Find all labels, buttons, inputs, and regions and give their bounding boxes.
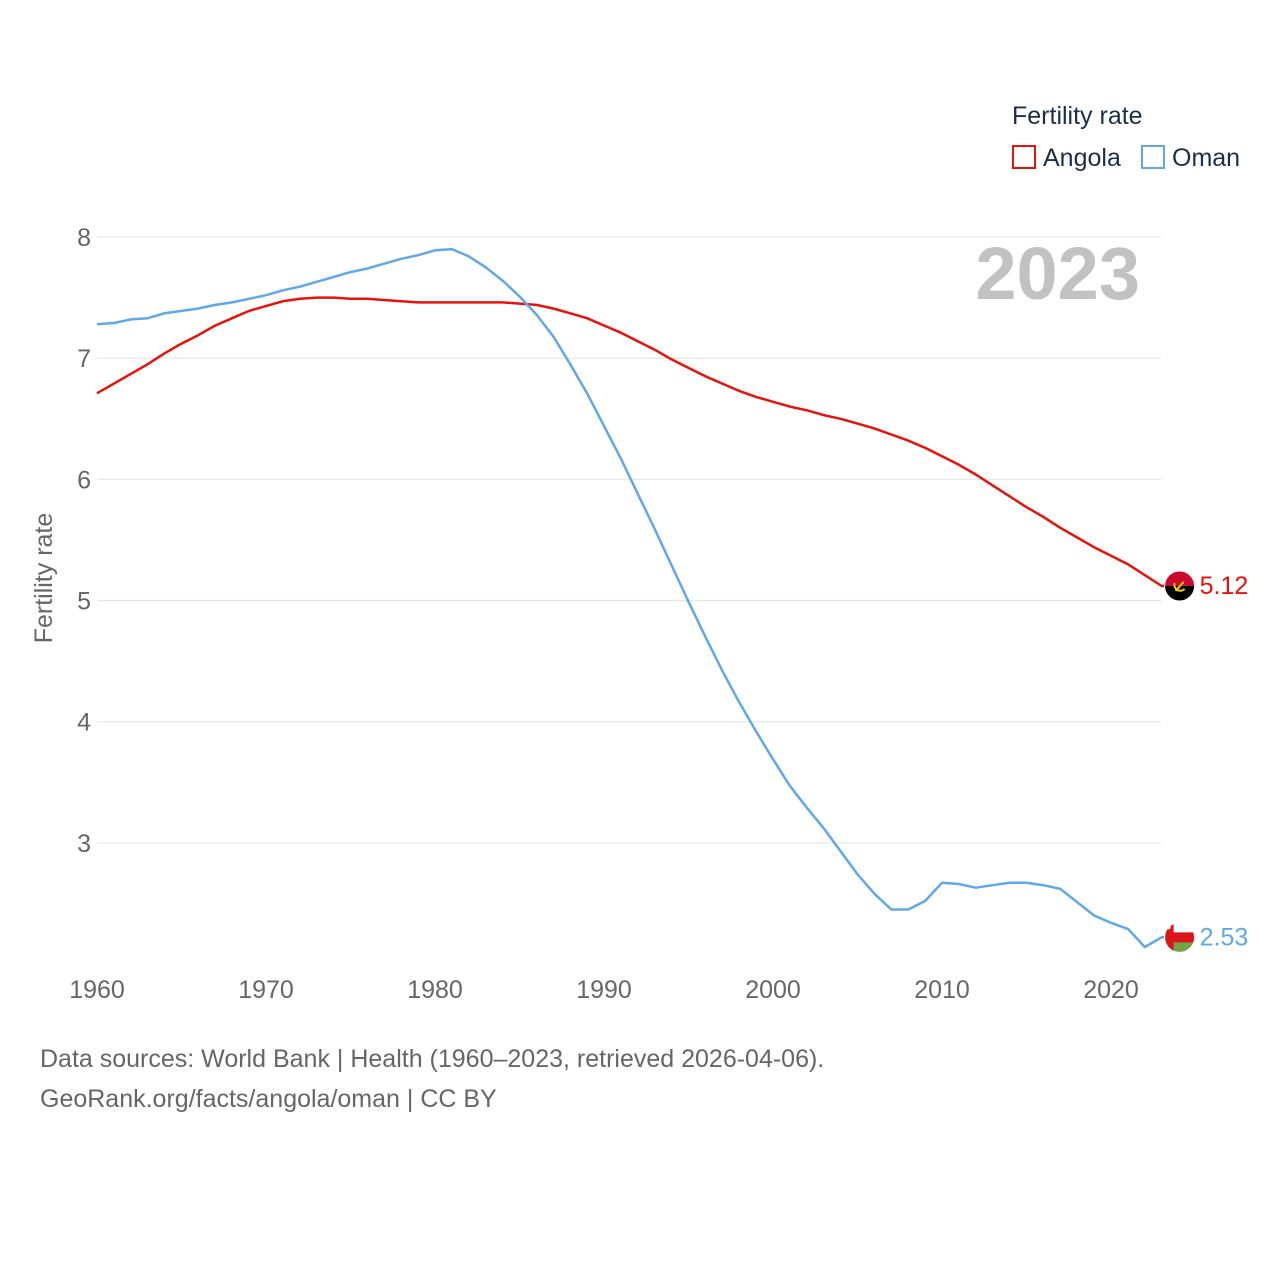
oman-flag-icon: [1164, 922, 1195, 953]
y-tick-4: 4: [77, 709, 91, 737]
y-axis-label: Fertility rate: [30, 513, 58, 644]
x-tick-2010: 2010: [914, 976, 970, 1004]
legend-swatch-oman[interactable]: [1141, 145, 1165, 169]
grid-lines: [97, 236, 1161, 844]
marker-ring: [1164, 570, 1196, 602]
end-label-oman: 2.53: [1200, 923, 1249, 951]
end-label-angola: 5.12: [1200, 572, 1249, 600]
credit-link[interactable]: GeoRank.org/facts/angola/oman | CC BY: [40, 1085, 497, 1113]
x-tick-1980: 1980: [407, 976, 463, 1004]
x-tick-1960: 1960: [69, 976, 125, 1004]
x-tick-labels: 1960 1970 1980 1990 2000 2010 2020: [69, 976, 1139, 1004]
y-tick-5: 5: [77, 588, 91, 616]
y-tick-labels: 3 4 5 6 7 8: [77, 224, 91, 858]
series-lines: [96, 247, 1179, 949]
end-markers: 5.12 2.53: [1164, 570, 1249, 953]
data-sources: Data sources: World Bank | Health (1960–…: [40, 1045, 825, 1073]
legend-swatch-angola[interactable]: [1012, 145, 1036, 169]
legend-title: Fertility rate: [1012, 102, 1143, 130]
year-label: 2023: [975, 232, 1140, 315]
fertility-chart: 3 4 5 6 7 8 1960 1970 1980 1990 2000 2010 2020 Fert…: [30, 102, 1249, 1004]
x-tick-1970: 1970: [238, 976, 294, 1004]
x-tick-2000: 2000: [745, 976, 801, 1004]
marker-ring: [1164, 921, 1196, 953]
x-tick-2020: 2020: [1083, 976, 1139, 1004]
angola-flag-icon: [1164, 570, 1195, 601]
y-tick-7: 7: [77, 345, 91, 373]
line-oman[interactable]: [96, 247, 1179, 949]
line-angola[interactable]: [96, 296, 1179, 588]
legend: Fertility rate Angola Oman: [1012, 102, 1240, 172]
y-tick-6: 6: [77, 466, 91, 494]
y-tick-3: 3: [77, 830, 91, 858]
y-tick-8: 8: [77, 224, 91, 252]
legend-label-oman[interactable]: Oman: [1172, 144, 1240, 172]
legend-label-angola[interactable]: Angola: [1043, 144, 1121, 172]
x-tick-1990: 1990: [576, 976, 632, 1004]
